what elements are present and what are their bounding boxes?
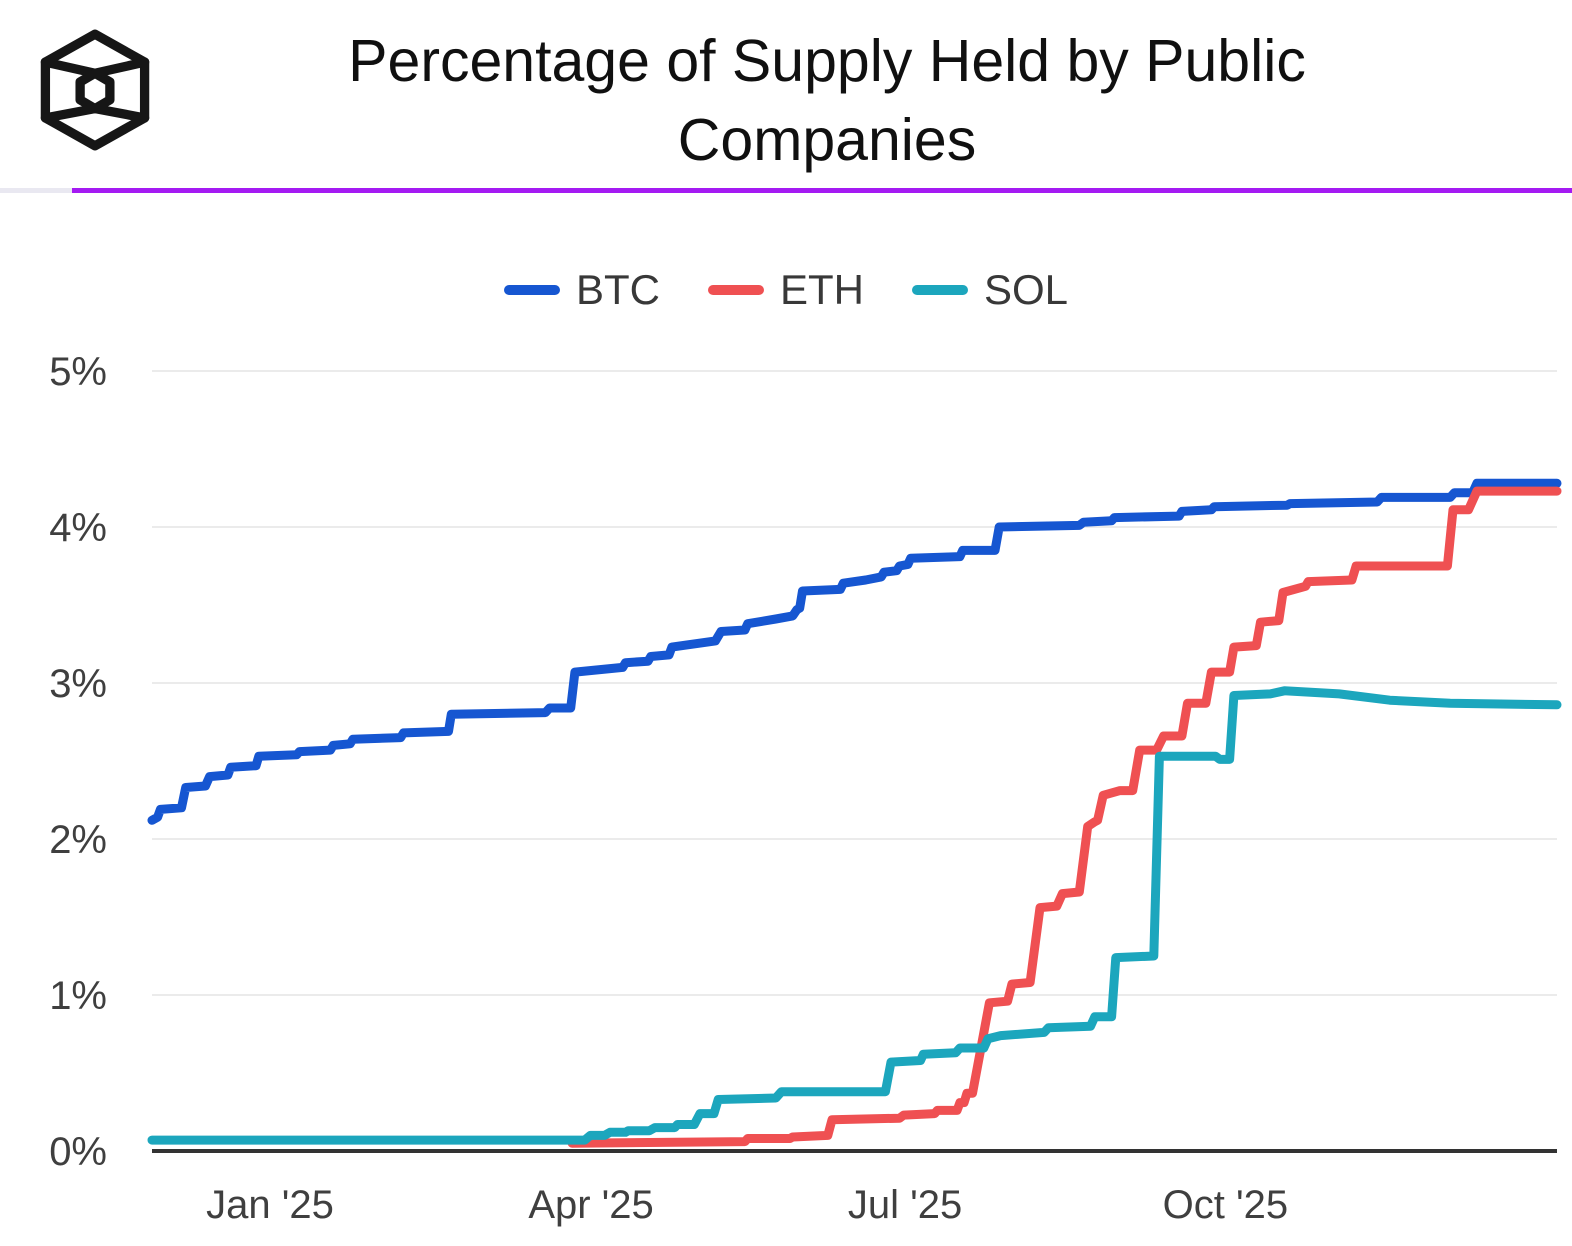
x-tick-label: Jan '25 [206,1183,334,1227]
legend-label-eth: ETH [779,266,864,313]
legend-item-btc[interactable]: BTC [503,266,660,314]
y-tick-label-3%: 3% [49,662,107,706]
header-divider [0,188,1572,193]
y-tick-label-0%: 0% [49,1130,107,1174]
series-line-btc[interactable] [147,478,1562,825]
series-line-eth[interactable] [567,486,1562,1148]
chart-title-line2: Companies [677,107,977,173]
chart-title: Percentage of Supply Held by Public Comp… [0,22,1572,180]
x-tick-label: Apr '25 [528,1183,654,1227]
y-tick-label-5%: 5% [49,350,107,394]
legend-item-sol[interactable]: SOL [911,266,1069,314]
header-divider-bar [72,188,1572,193]
x-tick-label: Jul '25 [848,1183,962,1227]
y-tick-label-1%: 1% [49,974,107,1018]
legend-swatch-sol [911,285,968,295]
x-tick-label: Oct '25 [1163,1183,1288,1227]
header-divider-stub [0,188,72,193]
cube-wireframe-logo-icon [40,29,150,151]
legend-label-btc: BTC [575,266,660,313]
y-tick-label-4%: 4% [49,506,107,550]
legend-swatch-btc [503,285,560,295]
y-tick-label-2%: 2% [49,818,107,862]
chart-legend: BTC ETH SOL [0,262,1572,318]
chart-title-line1: Percentage of Supply Held by Public [348,28,1306,94]
legend-swatch-eth [707,285,764,295]
legend-item-eth[interactable]: ETH [707,266,864,314]
series-line-sol[interactable] [147,686,1562,1145]
legend-label-sol: SOL [983,266,1069,313]
